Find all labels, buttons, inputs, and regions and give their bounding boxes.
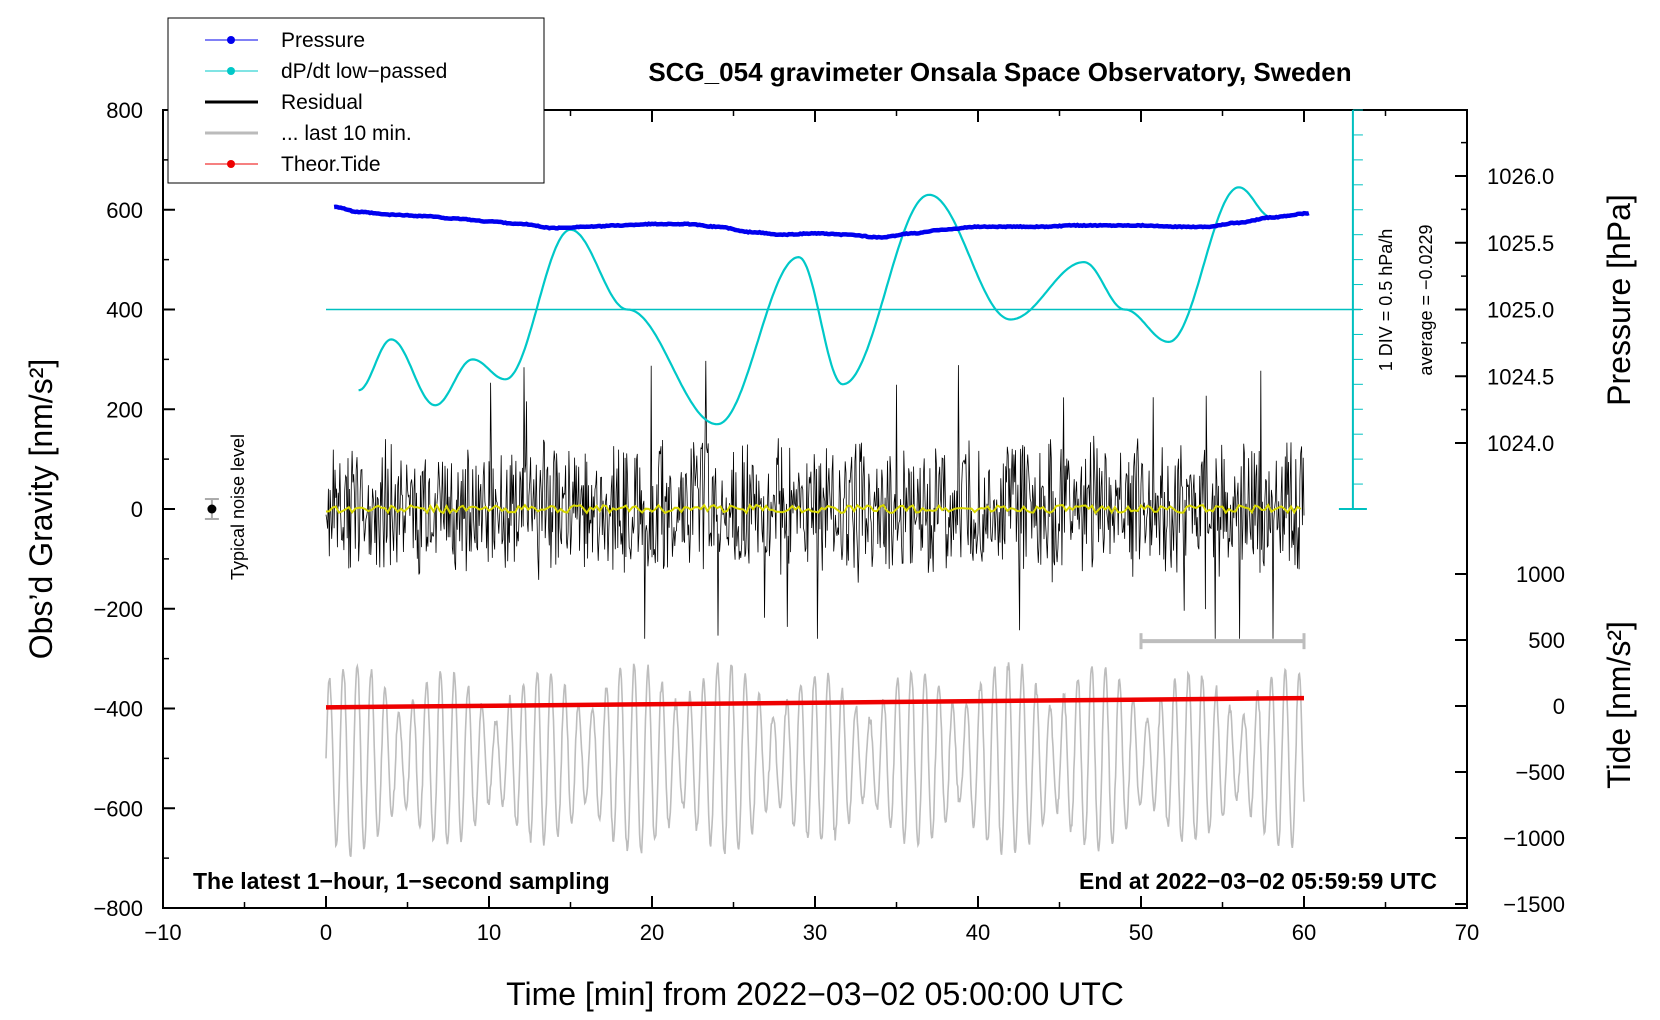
- bottom-right-note: End at 2022−03−02 05:59:59 UTC: [1079, 868, 1437, 894]
- legend-item: dP/dt low−passed: [205, 60, 447, 83]
- last-10-min-line: [325, 662, 1305, 858]
- chart-title: SCG_054 gravimeter Onsala Space Observat…: [648, 57, 1351, 87]
- legend-item: Theor.Tide: [205, 153, 381, 176]
- pressure-tick-label: 1024.5: [1487, 364, 1554, 389]
- legend-label: ... last 10 min.: [281, 122, 412, 145]
- tide-line: [325, 695, 1305, 710]
- x-tick-label: 50: [1129, 920, 1153, 945]
- dpdt-average-label: average = −0.0229: [1416, 224, 1436, 375]
- legend-item: ... last 10 min.: [205, 122, 412, 145]
- pressure-tick-label: 1024.0: [1487, 431, 1554, 456]
- x-tick-label: 40: [966, 920, 990, 945]
- x-tick-label: 0: [320, 920, 332, 945]
- legend-label: dP/dt low−passed: [281, 60, 447, 83]
- y-tick-label: 0: [131, 497, 143, 522]
- tide-tick-label: 0: [1553, 694, 1565, 719]
- pressure-series: [333, 204, 1310, 240]
- legend-swatch-marker: [227, 36, 235, 44]
- x-tick-label: 20: [640, 920, 664, 945]
- legend-label: Theor.Tide: [281, 153, 381, 176]
- y-tick-label: −200: [93, 597, 143, 622]
- bottom-left-note: The latest 1−hour, 1−second sampling: [193, 868, 610, 894]
- y-tick-label: −800: [93, 896, 143, 921]
- y-axis-label-left: Obs’d Gravity [nm/s²]: [23, 359, 59, 660]
- legend-label: Residual: [281, 91, 363, 114]
- legend-label: Pressure: [281, 29, 365, 52]
- x-tick-label: 70: [1455, 920, 1479, 945]
- y-axis-label-tide: Tide [nm/s²]: [1601, 621, 1637, 789]
- tide-tick-label: 1000: [1516, 562, 1565, 587]
- residual-mean-line: [325, 502, 1302, 515]
- tide-tick-label: 500: [1528, 628, 1565, 653]
- y-tick-label: 600: [106, 198, 143, 223]
- pressure-tick-label: 1025.5: [1487, 231, 1554, 256]
- noise-level-label: Typical noise level: [228, 434, 248, 580]
- legend: Pressure dP/dt low−passed Residual ... last…: [167, 17, 545, 184]
- noise-point: [207, 504, 217, 514]
- theoretical-tide-series: [325, 695, 1305, 710]
- dpdt-line: [358, 186, 1272, 426]
- legend-item: Residual: [205, 91, 363, 114]
- y-tick-label: 400: [106, 298, 143, 323]
- legend-item: Pressure: [205, 29, 365, 52]
- pressure-tick-label: 1025.0: [1487, 298, 1554, 323]
- y-tick-label: 200: [106, 397, 143, 422]
- tide-tick-label: −1000: [1503, 826, 1565, 851]
- tide-tick-label: −1500: [1503, 892, 1565, 917]
- axes-ticks: −10 0 10 20 30 40 50 60 70 800 600 400 200 0 −200 −400 −…: [93, 98, 1565, 945]
- legend-swatch-marker: [227, 160, 235, 168]
- x-tick-label: 60: [1292, 920, 1316, 945]
- x-tick-label: −10: [144, 920, 181, 945]
- dpdt-series: [326, 109, 1367, 510]
- tide-tick-label: −500: [1515, 760, 1565, 785]
- x-tick-label: 30: [803, 920, 827, 945]
- pressure-tick-label: 1026.0: [1487, 164, 1554, 189]
- residual-series: [204, 360, 1305, 639]
- pressure-line: [333, 204, 1310, 240]
- x-tick-label: 10: [477, 920, 501, 945]
- dpdt-scale-label: 1 DIV = 0.5 hPa/h: [1376, 229, 1396, 372]
- last-10-min-series: [325, 633, 1306, 858]
- y-tick-label: −400: [93, 697, 143, 722]
- y-tick-label: −600: [93, 796, 143, 821]
- legend-swatch-marker: [227, 67, 235, 75]
- x-axis-label: Time [min] from 2022−03−02 05:00:00 UTC: [506, 976, 1124, 1012]
- residual-line: [325, 360, 1305, 639]
- y-axis-label-pressure: Pressure [hPa]: [1601, 194, 1637, 406]
- y-tick-label: 800: [106, 98, 143, 123]
